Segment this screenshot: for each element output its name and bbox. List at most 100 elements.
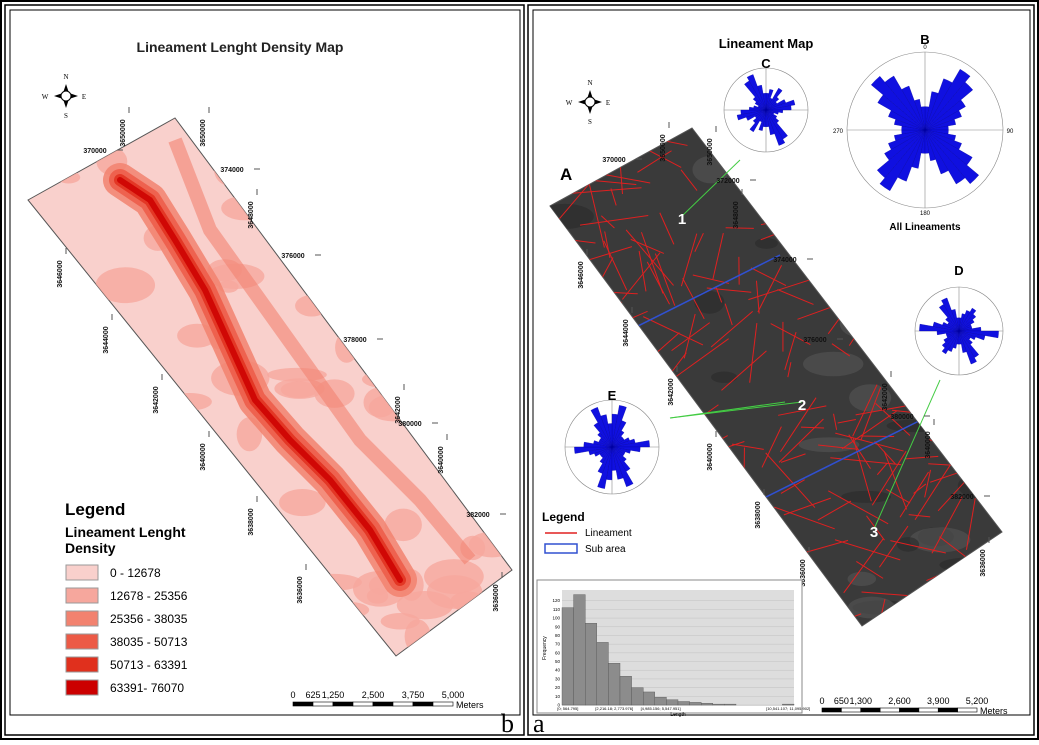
histogram-bar bbox=[782, 704, 794, 705]
lineament bbox=[541, 464, 568, 466]
scale-label: 650 bbox=[834, 696, 849, 706]
y-tick-label: 90 bbox=[555, 624, 561, 629]
density-patch bbox=[439, 403, 473, 430]
scale-label: 1,300 bbox=[849, 696, 872, 706]
coordinate-label: 3640000 bbox=[200, 443, 207, 470]
texture bbox=[755, 238, 778, 249]
legend-swatch bbox=[66, 634, 98, 649]
coordinate-label: 3644000 bbox=[623, 319, 630, 346]
scale-segment bbox=[433, 702, 453, 706]
density-patch bbox=[405, 234, 440, 263]
coordinate-label: 3644000 bbox=[103, 326, 110, 353]
rose-direction: 90 bbox=[1007, 129, 1014, 135]
compass-letter: N bbox=[587, 79, 592, 87]
texture bbox=[536, 204, 594, 229]
lineament bbox=[849, 295, 882, 345]
density-patch bbox=[374, 121, 406, 146]
sub-area-number: 3 bbox=[870, 524, 878, 541]
density-patch bbox=[450, 472, 496, 498]
histogram-bar bbox=[597, 642, 609, 705]
scale-segment bbox=[313, 702, 333, 706]
lineament bbox=[831, 177, 867, 190]
legend-label: Sub area bbox=[585, 544, 626, 555]
map-label: A bbox=[560, 165, 572, 184]
density-patch bbox=[362, 371, 410, 389]
coordinate-label: 3638000 bbox=[755, 501, 762, 528]
histogram-bar bbox=[608, 663, 620, 705]
lineament bbox=[729, 560, 797, 578]
lineament bbox=[973, 186, 991, 231]
coordinate-label: 380000 bbox=[890, 414, 913, 421]
coordinate-label: 378000 bbox=[343, 337, 366, 344]
legend-swatch bbox=[66, 611, 98, 626]
lineament bbox=[540, 568, 612, 577]
lineament bbox=[498, 543, 557, 560]
y-axis-title: Frequency bbox=[542, 636, 548, 660]
density-patch bbox=[14, 599, 46, 616]
scale-segment bbox=[919, 708, 938, 712]
lineament bbox=[756, 180, 782, 184]
compass-letter: W bbox=[42, 93, 49, 101]
sub-area-number: 2 bbox=[798, 397, 806, 414]
coordinate-label: 3646000 bbox=[57, 260, 64, 287]
texture bbox=[965, 602, 988, 614]
lineament bbox=[528, 548, 566, 564]
density-patch bbox=[436, 228, 471, 261]
lineament bbox=[815, 270, 839, 274]
lineament bbox=[949, 410, 984, 429]
legend-label: 63391- 76070 bbox=[110, 681, 184, 695]
texture bbox=[801, 235, 850, 250]
texture bbox=[543, 117, 605, 144]
density-patch bbox=[96, 267, 155, 303]
scale-segment bbox=[333, 702, 353, 706]
x-tick-label: [2,216.18; 2,773.976] bbox=[595, 706, 633, 711]
lineament bbox=[812, 153, 857, 212]
coordinate-label: 370000 bbox=[602, 157, 625, 164]
coordinate-label: 374000 bbox=[220, 167, 243, 174]
lineament bbox=[773, 158, 814, 163]
lineament bbox=[952, 425, 968, 431]
lineament bbox=[558, 412, 565, 436]
y-tick-label: 20 bbox=[555, 685, 561, 690]
lineament bbox=[865, 272, 872, 305]
scale-label: 5,200 bbox=[966, 696, 989, 706]
lineament bbox=[841, 268, 899, 311]
legend-swatch bbox=[66, 680, 98, 695]
lineament bbox=[807, 211, 825, 224]
legend-label: 12678 - 25356 bbox=[110, 589, 188, 603]
map-title: Lineament Map bbox=[719, 36, 814, 51]
coordinate-label: 3646000 bbox=[578, 261, 585, 288]
histogram-bar bbox=[690, 702, 702, 705]
panel-label: b bbox=[501, 709, 514, 738]
histogram-bar bbox=[632, 688, 644, 705]
rose-direction: 180 bbox=[920, 211, 931, 217]
density-patch bbox=[405, 619, 431, 653]
density-patch bbox=[341, 137, 388, 160]
legend-title: Legend bbox=[65, 500, 125, 519]
texture bbox=[840, 309, 891, 338]
scale-segment bbox=[353, 702, 373, 706]
lineament bbox=[869, 284, 892, 340]
scale-segment bbox=[822, 708, 841, 712]
scale-segment bbox=[938, 708, 957, 712]
coordinate-label: 3642000 bbox=[882, 383, 889, 410]
density-patch bbox=[457, 321, 505, 339]
lineament bbox=[863, 300, 877, 307]
density-patch bbox=[369, 394, 416, 421]
coordinate-label: 376000 bbox=[281, 253, 304, 260]
lineament bbox=[945, 201, 946, 267]
lineament bbox=[562, 351, 574, 403]
histogram-bar bbox=[585, 623, 597, 705]
density-patch bbox=[469, 532, 515, 558]
lineament bbox=[587, 551, 605, 577]
lineament bbox=[947, 582, 982, 612]
density-patch bbox=[382, 328, 412, 357]
scale-segment bbox=[958, 708, 977, 712]
x-tick-label: [10,541.107; 11,095.902] bbox=[766, 706, 810, 711]
density-patch bbox=[438, 349, 493, 376]
lineament bbox=[680, 430, 692, 482]
